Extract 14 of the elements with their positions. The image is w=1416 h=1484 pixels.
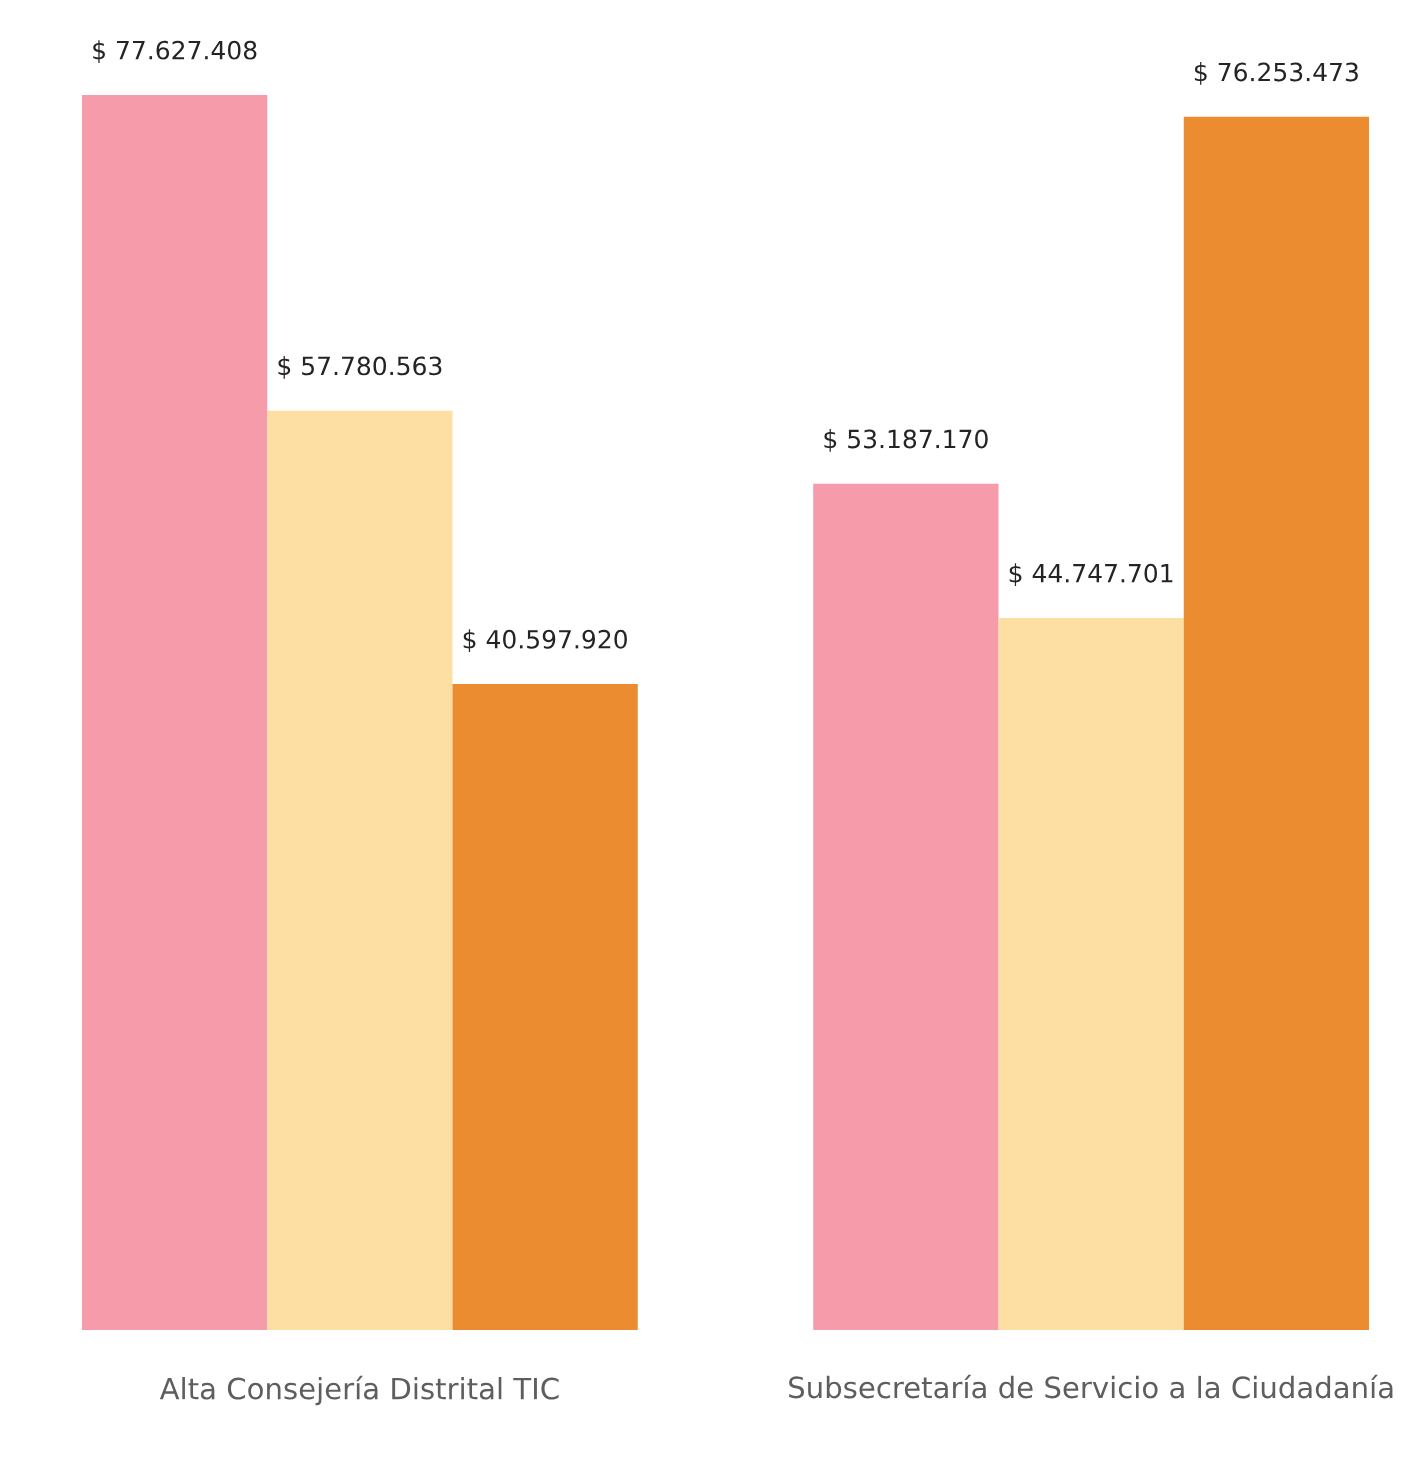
bar	[267, 410, 453, 1330]
data-label: $ 44.747.701	[1009, 563, 1173, 587]
x-tick-label: Alta Consejería Distrital TIC	[159, 1375, 559, 1406]
bar	[998, 618, 1184, 1330]
x-tick-label: Subsecretaría de Servicio a la Ciudadanía	[789, 1374, 1393, 1399]
bar	[813, 483, 999, 1330]
data-label: $ 76.253.473	[1194, 62, 1358, 85]
bar	[82, 95, 268, 1330]
data-label: $ 40.597.920	[463, 629, 627, 653]
data-label: $ 53.187.170	[824, 429, 988, 452]
data-label: $ 77.627.408	[93, 40, 257, 63]
bar	[1183, 116, 1369, 1330]
bar	[452, 684, 638, 1330]
data-label: $ 57.780.563	[278, 356, 442, 379]
